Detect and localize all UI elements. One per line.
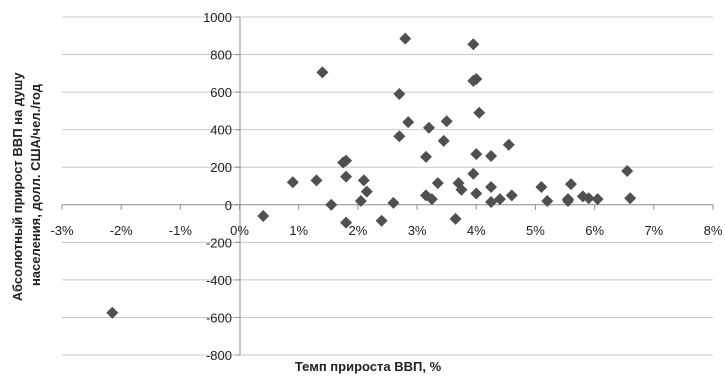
data-point (470, 148, 483, 161)
data-point (467, 167, 480, 180)
data-point (325, 198, 338, 211)
y-tick-label: 1000 (203, 10, 232, 25)
y-tick-label: 800 (210, 48, 232, 63)
y-tick-label: -400 (206, 273, 232, 288)
data-point (393, 87, 406, 100)
data-point (106, 306, 119, 319)
y-tick-label: 400 (210, 123, 232, 138)
y-tick-label: 0 (225, 198, 232, 213)
y-tick-labels: -800 -600 -400 -200 0 200 400 600 800 1000 (203, 10, 232, 363)
data-point (449, 212, 462, 225)
x-tick-label: 5% (526, 223, 545, 238)
x-tick-label: 8% (704, 223, 723, 238)
y-axis-title: Абсолютный прирост ВВП на душу населения… (10, 69, 43, 301)
data-point (493, 193, 506, 206)
data-point (419, 150, 432, 163)
y-tick-label: -200 (206, 235, 232, 250)
data-point (316, 66, 329, 79)
x-tick-label: -1% (169, 223, 193, 238)
data-point (624, 192, 637, 205)
axes (61, 16, 714, 356)
x-tick-label: 6% (585, 223, 604, 238)
data-point (440, 115, 453, 128)
data-point (340, 170, 353, 183)
x-tick-label: 4% (467, 223, 486, 238)
data-point (310, 174, 323, 187)
data-point (473, 106, 486, 119)
data-point (470, 72, 483, 85)
data-point (564, 178, 577, 191)
data-point (621, 164, 634, 177)
data-point (485, 195, 498, 208)
data-point (340, 154, 353, 167)
data-point (399, 32, 412, 45)
y-tick-label: -600 (206, 310, 232, 325)
data-point (437, 134, 450, 147)
y-tick-label: 200 (210, 160, 232, 175)
data-point (591, 193, 604, 206)
x-tick-label: 2% (349, 223, 368, 238)
data-point (505, 189, 518, 202)
data-point (402, 116, 415, 129)
data-points (106, 32, 637, 319)
data-point (470, 187, 483, 200)
y-axis-title-line-1: Абсолютный прирост ВВП на душу (10, 72, 25, 301)
data-point (467, 38, 480, 51)
x-axis-title: Темп прироста ВВП, % (295, 359, 442, 374)
data-point (425, 193, 438, 206)
data-point (286, 176, 299, 189)
x-tick-labels: -3% -2% -1% 0% 1% 2% 3% 4% 5% 6% 7% 8% (50, 223, 722, 238)
data-point (502, 138, 515, 151)
data-point (257, 210, 270, 223)
data-point (535, 180, 548, 193)
data-point (375, 214, 388, 227)
x-tick-label: 7% (644, 223, 663, 238)
data-point (582, 192, 595, 205)
data-point (340, 216, 353, 229)
data-point (562, 195, 575, 208)
data-point (360, 185, 373, 198)
y-tick-label: 600 (210, 85, 232, 100)
data-point (455, 183, 468, 196)
gridlines (62, 16, 713, 356)
data-point (541, 195, 554, 208)
data-point (485, 149, 498, 162)
x-tick-label: -2% (110, 223, 134, 238)
y-tick-label: -800 (206, 348, 232, 363)
data-point (422, 121, 435, 134)
x-tick-label: 0% (230, 223, 249, 238)
x-tick-label: -3% (50, 223, 74, 238)
data-point (393, 130, 406, 143)
x-tick-label: 3% (408, 223, 427, 238)
data-point (354, 195, 367, 208)
data-point (431, 177, 444, 190)
y-axis-title-line-2: населения, долл. США/чел./год (28, 83, 43, 286)
data-point (357, 174, 370, 187)
x-tick-label: 1% (289, 223, 308, 238)
data-point (485, 180, 498, 193)
data-point (387, 196, 400, 209)
